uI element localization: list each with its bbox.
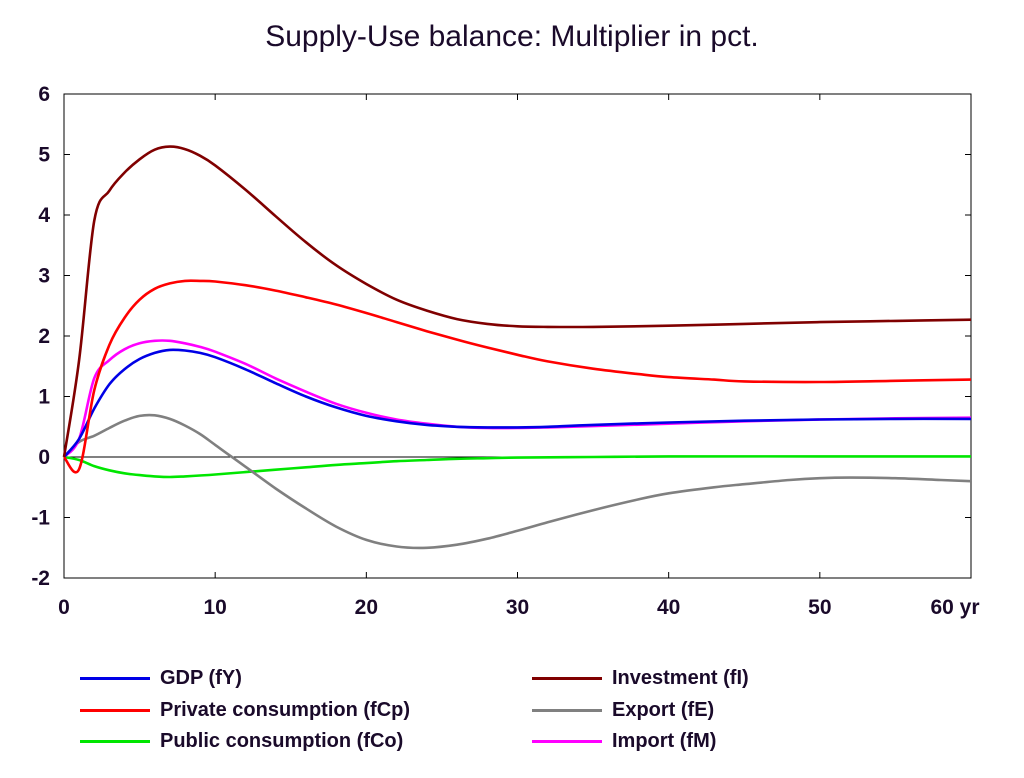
x-tick-label: 20 [355, 596, 378, 619]
legend-item: Export (fE) [532, 696, 714, 724]
x-tick-label: 30 [506, 596, 529, 619]
legend-item: Public consumption (fCo) [80, 727, 403, 755]
plot-frame [63, 93, 972, 579]
legend-item: Private consumption (fCp) [80, 696, 410, 724]
x-tick-label: 60 yr [930, 596, 979, 619]
series-line-private-consumption-fcp [62, 279, 972, 474]
legend-swatch [532, 739, 602, 743]
y-tick-label: 6 [38, 83, 50, 106]
x-tick-label: 10 [203, 596, 226, 619]
y-tick-label: 3 [38, 265, 50, 288]
legend-swatch [80, 739, 150, 743]
y-tick-label: 2 [38, 325, 50, 348]
series-line-public-consumption-fco [63, 455, 971, 479]
chart-title: Supply-Use balance: Multiplier in pct. [265, 20, 759, 53]
series-line-gdp-fy [63, 348, 972, 458]
legend-item: GDP (fY) [80, 664, 242, 692]
legend-label: Private consumption (fCp) [160, 698, 411, 721]
legend-label: Import (fM) [612, 729, 717, 752]
series-line-export-fe [63, 413, 972, 550]
series-line-investment-fi [62, 145, 972, 458]
legend: GDP (fY) Private consumption (fCp) Public … [0, 664, 1024, 764]
legend-label: Investment (fI) [612, 666, 749, 689]
y-tick-label: 5 [38, 144, 50, 167]
y-tick-label: 0 [38, 446, 50, 469]
legend-swatch [80, 708, 150, 712]
y-tick-label: 4 [38, 204, 50, 227]
y-tick-label: -2 [31, 567, 50, 590]
y-tick-label: 1 [38, 386, 50, 409]
x-tick-label: 50 [808, 596, 831, 619]
legend-label: Public consumption (fCo) [160, 729, 404, 752]
y-tick-label: -1 [31, 507, 50, 530]
legend-swatch [532, 676, 602, 680]
legend-label: Export (fE) [612, 698, 715, 721]
legend-label: GDP (fY) [160, 666, 242, 689]
legend-swatch [80, 676, 150, 680]
legend-item: Import (fM) [532, 727, 716, 755]
legend-item: Investment (fI) [532, 664, 749, 692]
legend-swatch [532, 708, 602, 712]
series-line-import-fm [63, 339, 972, 458]
x-tick-label: 40 [657, 596, 680, 619]
x-tick-label: 0 [58, 596, 70, 619]
